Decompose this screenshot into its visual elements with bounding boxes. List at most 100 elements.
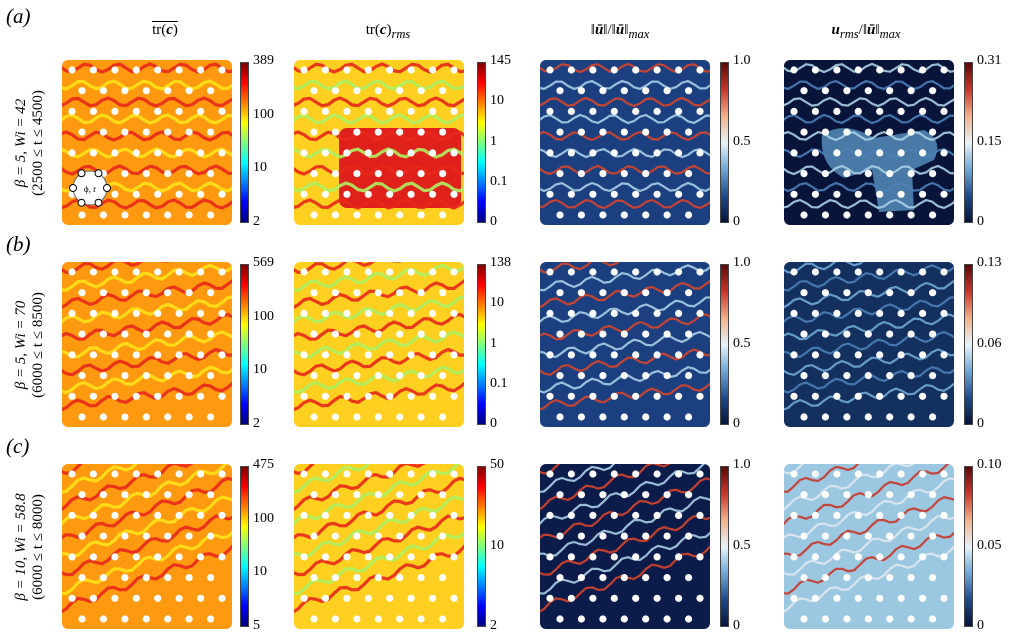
cylinder-marker — [610, 66, 618, 74]
cylinder-marker — [790, 511, 798, 519]
cylinder-marker — [450, 309, 458, 317]
cylinder-marker — [663, 170, 671, 178]
flow-streak — [540, 514, 710, 576]
cylinder-marker — [610, 553, 618, 561]
cylinder-marker — [685, 574, 693, 582]
cylinder-marker — [386, 470, 394, 478]
cylinder-marker — [197, 309, 205, 317]
cylinder-marker — [154, 66, 162, 74]
field-panel-r3-c4 — [784, 464, 954, 629]
cylinder-marker — [929, 615, 937, 623]
cylinder-marker — [642, 211, 650, 219]
cylinder-marker — [154, 511, 162, 519]
cylinder-marker — [599, 532, 607, 540]
cylinder-marker — [929, 413, 937, 421]
cylinder-marker — [154, 470, 162, 478]
cylinder-marker — [919, 107, 927, 115]
cylinder-marker — [790, 149, 798, 157]
cylinder-marker — [132, 553, 140, 561]
cylinder-marker — [632, 149, 640, 157]
cylinder-marker — [556, 372, 564, 380]
cylinder-marker — [89, 66, 97, 74]
cylinder-marker — [663, 87, 671, 95]
cylinder-marker — [843, 491, 851, 499]
cylinder-marker — [218, 511, 226, 519]
cylinder-marker — [197, 190, 205, 198]
cylinder-marker — [843, 330, 851, 338]
cylinder-marker — [218, 107, 226, 115]
cylinder-marker — [897, 107, 905, 115]
cylinder-marker — [800, 491, 808, 499]
colorbar-tick: 10 — [253, 362, 267, 378]
cylinder-marker — [175, 149, 183, 157]
cylinder-marker — [142, 574, 150, 582]
colorbar-r2-c4 — [964, 264, 973, 425]
cylinder-marker — [164, 491, 172, 499]
cylinder-marker — [439, 574, 447, 582]
cylinder-marker — [821, 211, 829, 219]
cylinder-marker — [886, 574, 894, 582]
cylinder-marker — [833, 268, 841, 276]
cylinder-marker — [185, 532, 193, 540]
cylinder-marker — [907, 532, 915, 540]
cylinder-marker — [567, 149, 575, 157]
cylinder-marker — [450, 66, 458, 74]
cylinder-marker — [556, 289, 564, 297]
cylinder-marker — [811, 309, 819, 317]
cylinder-marker — [811, 149, 819, 157]
cylinder-marker — [843, 413, 851, 421]
cylinder-marker — [185, 128, 193, 136]
flow-streak — [784, 198, 954, 210]
cylinder-marker — [919, 511, 927, 519]
colorbar-tick: 0 — [733, 416, 740, 431]
cylinder-marker — [556, 128, 564, 136]
cylinder-marker — [111, 149, 119, 157]
cylinder-marker — [364, 309, 372, 317]
cylinder-marker — [331, 170, 339, 178]
flow-streak — [294, 164, 464, 176]
cylinder-marker — [207, 491, 215, 499]
cylinder-marker — [685, 372, 693, 380]
cylinder-marker — [353, 372, 361, 380]
cylinder-marker — [343, 268, 351, 276]
cylinder-marker — [864, 574, 872, 582]
flow-streak — [62, 263, 232, 293]
cylinder-marker — [68, 553, 76, 561]
cylinder-marker — [919, 149, 927, 157]
cylinder-marker — [450, 268, 458, 276]
cylinder-marker — [417, 170, 425, 178]
flow-streak — [62, 130, 232, 142]
cylinder-marker — [343, 470, 351, 478]
cylinder-marker — [864, 289, 872, 297]
colorbar-tick: 569 — [253, 255, 274, 270]
cylinder-marker — [589, 511, 597, 519]
colorbar-tick: 0.1 — [490, 173, 508, 189]
cylinder-marker — [907, 491, 915, 499]
cylinder-marker — [197, 149, 205, 157]
flow-streak — [294, 464, 370, 494]
flow-streak — [540, 382, 710, 411]
cylinder-marker — [111, 66, 119, 74]
row-label-3: (c) — [6, 434, 30, 458]
cylinder-marker — [620, 211, 628, 219]
cylinder-marker — [663, 574, 671, 582]
cylinder-marker — [876, 107, 884, 115]
cylinder-marker — [599, 372, 607, 380]
cylinder-marker — [833, 594, 841, 602]
cylinder-marker — [386, 190, 394, 198]
colorbar-r1-c4 — [964, 62, 973, 223]
flow-streak — [784, 296, 954, 324]
cylinder-marker — [207, 574, 215, 582]
cylinder-marker — [800, 211, 808, 219]
parameter-text: β = 10, Wi = 58.8 — [13, 492, 29, 601]
cylinder-marker — [577, 330, 585, 338]
cylinder-marker — [577, 532, 585, 540]
colorbar-tick: 0.5 — [733, 133, 751, 149]
cylinder-marker — [450, 149, 458, 157]
colorbar-tick: 0.31 — [977, 53, 1002, 68]
cylinder-marker — [142, 330, 150, 338]
cylinder-marker — [897, 190, 905, 198]
cylinder-marker — [310, 574, 318, 582]
cylinder-marker — [546, 66, 554, 74]
cylinder-marker — [929, 491, 937, 499]
